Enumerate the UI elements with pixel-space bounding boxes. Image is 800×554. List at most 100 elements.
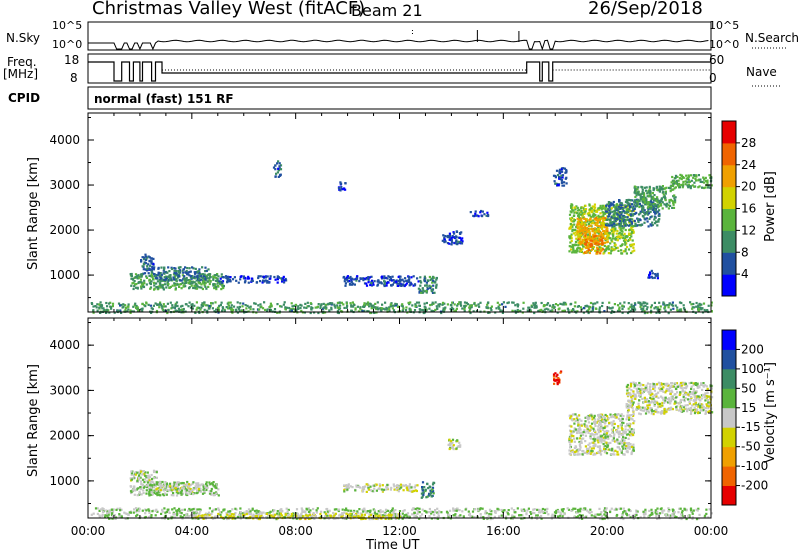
data-cell	[597, 428, 600, 432]
data-cell	[398, 282, 401, 285]
data-cell	[650, 195, 653, 198]
data-cell	[103, 308, 106, 312]
data-cell	[186, 267, 189, 270]
data-cell	[220, 273, 223, 276]
data-cell	[148, 274, 151, 277]
colorbar-tick-label: 28	[741, 136, 756, 150]
data-cell	[330, 306, 333, 309]
data-cell	[217, 275, 220, 278]
data-cell	[148, 278, 151, 281]
data-cell	[629, 205, 632, 208]
data-cell	[423, 309, 426, 312]
data-cell	[634, 382, 637, 385]
data-cell	[577, 214, 580, 217]
data-cell	[221, 285, 224, 288]
data-cell	[174, 485, 177, 488]
data-cell	[650, 309, 653, 312]
data-cell	[625, 245, 629, 249]
data-cell	[231, 308, 234, 311]
data-cell	[627, 210, 630, 213]
data-cell	[205, 276, 208, 279]
data-cell	[586, 415, 589, 418]
data-cell	[141, 483, 145, 486]
data-cell	[622, 430, 625, 434]
data-cell	[162, 494, 166, 497]
data-cell	[669, 408, 672, 411]
data-cell	[322, 302, 325, 305]
data-cell	[586, 245, 589, 248]
data-cell	[581, 433, 585, 437]
data-cell	[674, 304, 677, 307]
data-cell	[184, 285, 187, 288]
data-cell	[625, 235, 628, 238]
data-cell	[634, 195, 637, 199]
data-cell	[164, 481, 167, 484]
data-cell	[641, 196, 645, 199]
data-cell	[631, 244, 634, 247]
data-cell	[202, 303, 205, 306]
data-cell	[346, 278, 349, 281]
data-cell	[153, 492, 156, 495]
data-cell	[685, 177, 688, 180]
data-cell	[623, 445, 626, 448]
data-cell	[699, 178, 702, 181]
data-cell	[639, 413, 642, 416]
data-cell	[150, 484, 153, 487]
data-cell	[594, 223, 597, 226]
data-cell	[229, 301, 232, 304]
data-cell	[583, 429, 586, 432]
data-cell	[170, 267, 174, 271]
data-cell	[152, 477, 155, 480]
data-cell	[694, 410, 697, 413]
data-cell	[607, 417, 610, 420]
data-cell	[346, 304, 349, 307]
data-cell	[622, 226, 626, 229]
data-cell	[581, 238, 584, 241]
data-cell	[639, 301, 642, 304]
data-cell	[288, 306, 291, 310]
data-cell	[163, 276, 166, 279]
data-cell	[196, 306, 199, 309]
data-cell	[589, 445, 592, 448]
data-cell	[599, 246, 603, 249]
data-cell	[150, 487, 153, 490]
data-cell	[574, 211, 577, 214]
data-cell	[656, 277, 659, 280]
data-cell	[345, 484, 348, 487]
data-cell	[693, 406, 696, 409]
data-cell	[628, 426, 632, 429]
data-cell	[452, 236, 455, 239]
data-cell	[670, 303, 673, 306]
data-cell	[694, 398, 697, 401]
data-cell	[331, 302, 334, 305]
data-cell	[540, 308, 543, 311]
data-cell	[641, 392, 644, 395]
data-cell	[579, 243, 582, 246]
data-cell	[587, 311, 590, 315]
data-cell	[533, 306, 536, 309]
data-cell	[601, 301, 604, 304]
data-cell	[145, 484, 148, 487]
data-cell	[411, 490, 414, 493]
data-cell	[584, 222, 587, 225]
data-cell	[667, 207, 670, 210]
data-cell	[630, 235, 633, 238]
data-cell	[137, 476, 141, 480]
data-cell	[568, 213, 572, 216]
data-cell	[693, 306, 696, 309]
data-cell	[571, 243, 574, 246]
data-cell	[623, 232, 626, 235]
data-cell	[599, 435, 602, 438]
data-cell	[399, 278, 402, 281]
data-cell	[569, 443, 572, 446]
data-cell	[463, 307, 466, 311]
data-cell	[657, 391, 660, 394]
data-cell	[586, 238, 589, 241]
colorbar-tick-label: 20	[741, 180, 756, 194]
data-cell	[674, 182, 677, 185]
data-cell	[630, 222, 634, 225]
data-cell	[634, 187, 637, 190]
colorbar-tick-label: 16	[741, 202, 756, 216]
data-cell	[405, 486, 408, 489]
data-cell	[603, 241, 607, 244]
